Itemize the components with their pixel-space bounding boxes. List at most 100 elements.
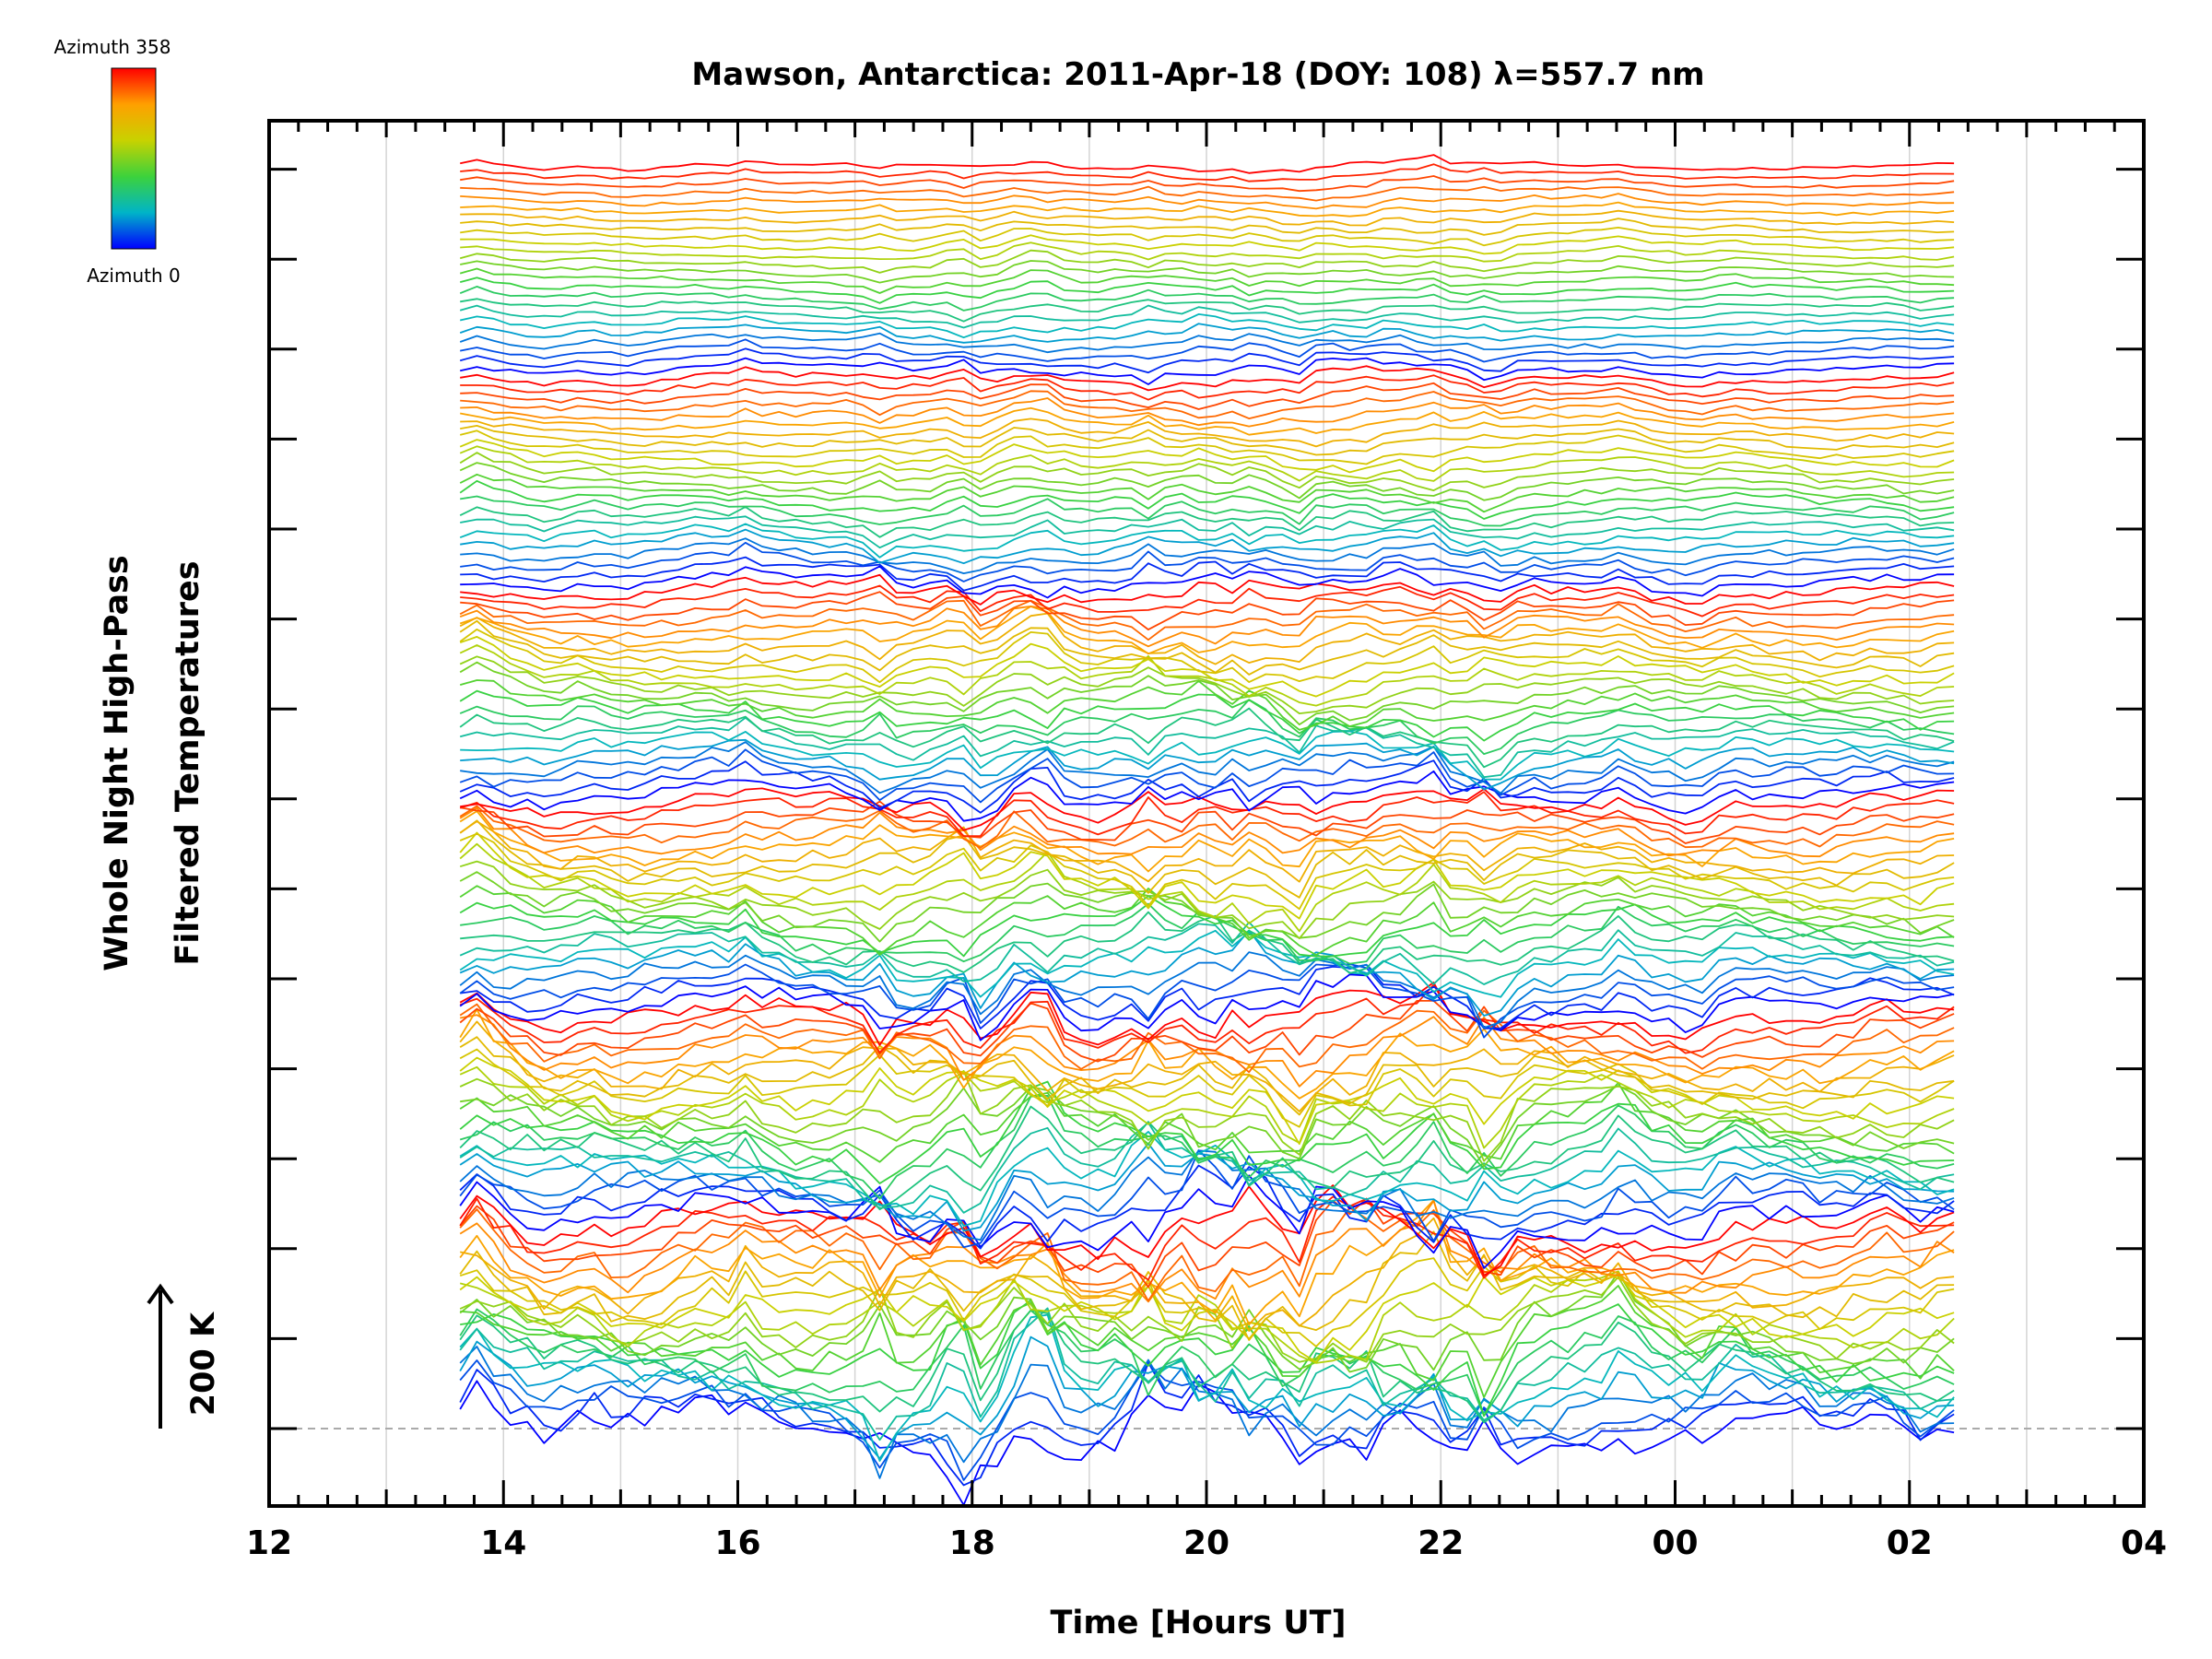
series-line — [459, 860, 1955, 940]
series-line — [460, 911, 1955, 974]
series-line — [460, 528, 1955, 565]
series-line — [459, 1195, 1955, 1281]
series-line — [459, 973, 1955, 1041]
series-line — [460, 424, 1955, 456]
colorbar-legend: Azimuth 358 Azimuth 0 — [54, 36, 181, 287]
series-line — [459, 1174, 1955, 1269]
colorbar-top-label: Azimuth 358 — [54, 36, 171, 58]
series-line — [459, 1082, 1955, 1163]
series-line — [459, 842, 1955, 933]
scale-bar-arrow-head — [147, 1283, 174, 1305]
series-line — [459, 439, 1955, 474]
series-line — [459, 249, 1955, 274]
series-line — [460, 193, 1955, 210]
series-line — [459, 929, 1955, 998]
series-line — [459, 1080, 1955, 1184]
series-line — [460, 175, 1955, 193]
series-line — [459, 810, 1955, 873]
series-line — [459, 644, 1955, 707]
series-line — [459, 1309, 1955, 1424]
y-axis-label-line2: Filtered Temperatures — [170, 560, 206, 965]
series-line — [459, 276, 1955, 304]
series-line — [459, 1095, 1955, 1200]
series-line — [459, 606, 1955, 648]
series-line — [459, 347, 1955, 374]
series-line — [460, 1285, 1955, 1398]
series-line — [460, 218, 1955, 236]
series-line — [459, 921, 1955, 985]
series-line — [460, 537, 1955, 574]
series-line — [459, 1230, 1955, 1341]
series-line — [460, 584, 1955, 618]
series-line — [460, 234, 1955, 255]
series-line — [460, 154, 1955, 174]
series-line — [459, 1070, 1955, 1162]
series-line — [460, 573, 1955, 606]
grid-lines — [385, 121, 2028, 1506]
series-line — [460, 741, 1955, 794]
series-line — [459, 832, 1955, 911]
series-line — [459, 982, 1955, 1046]
series-line — [459, 1271, 1955, 1373]
series-line — [460, 1299, 1955, 1418]
series-line — [460, 418, 1955, 448]
series-line — [460, 312, 1955, 339]
x-tick-label: 12 — [246, 1524, 292, 1562]
series-line — [460, 185, 1955, 202]
series-line — [459, 429, 1955, 465]
series-line — [459, 473, 1955, 513]
series-line — [459, 1257, 1955, 1347]
series-line — [459, 1003, 1955, 1074]
series-line — [459, 759, 1955, 814]
series-line — [459, 636, 1955, 698]
series-line — [459, 679, 1955, 731]
series-line — [459, 1361, 1955, 1487]
scale-bar-label: 200 K — [185, 1311, 222, 1416]
series-line — [459, 1270, 1955, 1364]
series-line — [459, 805, 1955, 849]
series-line — [460, 591, 1955, 630]
series-line — [459, 831, 1955, 920]
series-line — [460, 541, 1955, 582]
series-line — [459, 661, 1955, 725]
series-line — [459, 506, 1955, 538]
series-line — [459, 619, 1955, 676]
series-line — [459, 599, 1955, 641]
series-line — [459, 479, 1955, 520]
series-line — [460, 397, 1955, 428]
series-line — [460, 201, 1955, 218]
series-line — [459, 357, 1955, 385]
series-line — [460, 382, 1955, 410]
series-line — [459, 699, 1955, 755]
series-group — [459, 154, 1955, 1506]
series-line — [459, 689, 1955, 742]
x-tick-label: 20 — [1183, 1524, 1230, 1562]
series-line — [459, 452, 1955, 491]
series-line — [460, 209, 1955, 227]
series-line — [460, 565, 1955, 599]
series-line — [459, 1065, 1955, 1149]
series-line — [459, 895, 1955, 958]
series-line — [459, 963, 1955, 1039]
series-line — [459, 770, 1955, 822]
axis-ticks — [267, 121, 2146, 1506]
series-line — [459, 1008, 1955, 1100]
series-line — [459, 716, 1955, 779]
series-line — [459, 445, 1955, 482]
series-line — [459, 612, 1955, 665]
series-line — [460, 495, 1955, 527]
x-tick-label: 14 — [480, 1524, 526, 1562]
x-tick-label: 18 — [949, 1524, 995, 1562]
x-tick-label: 00 — [1652, 1524, 1698, 1562]
series-line — [459, 1308, 1955, 1417]
x-tick-label: 02 — [1887, 1524, 1933, 1562]
scale-bar: 200 K — [147, 1283, 222, 1429]
series-line — [459, 1313, 1955, 1462]
series-line — [460, 730, 1955, 781]
series-line — [459, 332, 1955, 354]
colorbar-gradient — [111, 67, 157, 250]
x-axis-label: Time [Hours UT] — [1050, 1605, 1346, 1641]
series-line — [459, 1307, 1955, 1441]
series-line — [459, 323, 1955, 344]
